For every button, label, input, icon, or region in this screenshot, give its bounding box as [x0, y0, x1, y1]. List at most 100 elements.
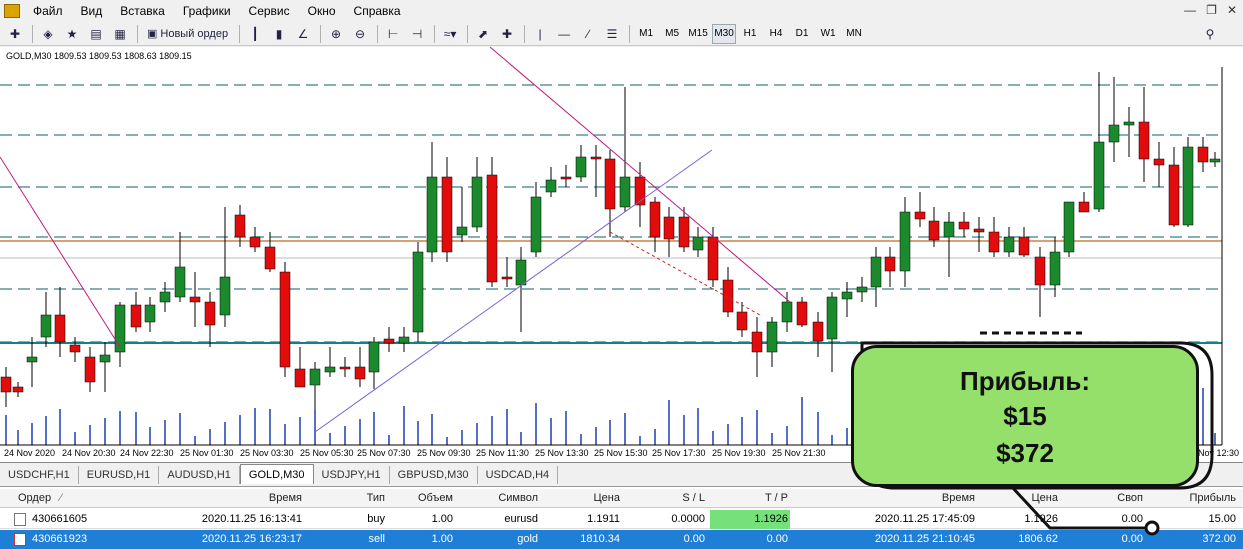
zoom-in-icon[interactable]: ⊕	[331, 26, 342, 41]
timeframe-h1[interactable]: H1	[743, 28, 757, 39]
col-profit[interactable]: Прибыль	[1189, 492, 1236, 504]
line-chart-icon[interactable]: ∠	[297, 26, 309, 41]
col-order[interactable]: Ордер	[18, 492, 52, 504]
candle-body	[692, 236, 704, 251]
tab-audusd-h1[interactable]: AUDUSD,H1	[159, 466, 240, 484]
col-price[interactable]: Цена	[593, 492, 620, 504]
menu-view[interactable]: Вид	[80, 4, 103, 18]
time-tick-label: 25 Nov 05:30	[300, 448, 354, 458]
indicators-icon[interactable]: ≈▾	[443, 26, 457, 41]
chart-shift-icon[interactable]: ⊢	[387, 26, 399, 41]
trendline-icon[interactable]: ∕	[587, 26, 590, 41]
candle-body	[114, 304, 126, 353]
candle-body	[707, 236, 719, 281]
candle-body	[751, 331, 763, 353]
tab-eurusd-h1[interactable]: EURUSD,H1	[79, 466, 160, 484]
candle-body	[354, 366, 366, 380]
col-volume[interactable]: Объем	[417, 492, 453, 504]
candle-body	[766, 321, 778, 353]
timeframe-d1[interactable]: D1	[795, 28, 809, 39]
buy-order-icon	[14, 513, 26, 526]
table-row[interactable]: 430661605 2020.11.25 16:13:41 buy 1.00 e…	[0, 510, 1243, 529]
candle-body	[781, 301, 793, 323]
candle-body	[144, 304, 156, 323]
menu-window[interactable]: Окно	[307, 4, 336, 18]
col-symbol[interactable]: Символ	[498, 492, 538, 504]
search-icon[interactable]: ⚲	[1205, 26, 1215, 41]
candle-body	[1153, 158, 1165, 166]
market-watch-icon[interactable]: ★	[66, 26, 78, 41]
open-time: 2020.11.25 16:23:17	[201, 533, 302, 545]
timeframe-m15[interactable]: M15	[688, 28, 708, 39]
col-time[interactable]: Время	[268, 492, 302, 504]
timeframe-mn[interactable]: MN	[846, 28, 862, 39]
new-chart-icon[interactable]: ✚	[9, 26, 21, 41]
candle-body	[678, 216, 690, 248]
tab-usdchf-h1[interactable]: USDCHF,H1	[0, 466, 79, 484]
candle-body	[560, 176, 572, 180]
candlestick-chart-icon[interactable]: ▮	[275, 26, 283, 41]
candle-body	[189, 296, 201, 303]
candle-body	[1063, 201, 1075, 253]
order-id: 430661923	[32, 533, 88, 545]
candle-body	[456, 226, 468, 236]
menu-tools[interactable]: Сервис	[248, 4, 290, 18]
table-row[interactable]: 430661923 2020.11.25 16:23:17 sell 1.00 …	[0, 530, 1243, 549]
timeframe-m1[interactable]: M1	[639, 28, 654, 39]
new-order-button[interactable]: ▣ Новый ордер	[142, 24, 233, 44]
minimize-icon[interactable]: —	[1184, 3, 1197, 17]
timeframe-m30[interactable]: M30	[712, 23, 737, 44]
horizontal-line-icon[interactable]: —	[558, 26, 571, 41]
cursor-icon[interactable]: ⬈	[478, 26, 489, 41]
time-tick-label: 25 Nov 19:30	[712, 448, 766, 458]
restore-icon[interactable]: ❐	[1206, 3, 1217, 17]
candle-body	[914, 211, 926, 220]
timeframe-h4[interactable]: H4	[769, 28, 783, 39]
bar-chart-icon[interactable]: ┃	[251, 26, 259, 41]
col-sl[interactable]: S / L	[682, 492, 705, 504]
chart-canvas[interactable]: 24 Nov 2020 24 Nov 20:30 24 Nov 22:30 25 No…	[0, 47, 1243, 463]
col-swap[interactable]: Своп	[1117, 492, 1143, 504]
candle-body	[1003, 236, 1015, 253]
price-chart[interactable]: 24 Nov 2020 24 Nov 20:30 24 Nov 22:30 25 No…	[0, 47, 1243, 463]
time-tick-label: 25 Nov 15:30	[594, 448, 648, 458]
col-tp[interactable]: T / P	[764, 492, 788, 504]
tab-gbpusd-m30[interactable]: GBPUSD,M30	[390, 466, 478, 484]
candle-body	[99, 354, 111, 363]
menu-help[interactable]: Справка	[353, 4, 401, 18]
col-type[interactable]: Тип	[366, 492, 385, 504]
autoscroll-icon[interactable]: ⊣	[411, 26, 423, 41]
candle-body	[383, 338, 395, 344]
tab-usdcad-h4[interactable]: USDCAD,H4	[478, 466, 559, 484]
candle-body	[604, 158, 616, 210]
tab-gold-m30[interactable]: GOLD,M30	[239, 464, 314, 484]
candle-body	[736, 311, 748, 331]
zoom-out-icon[interactable]: ⊖	[355, 26, 366, 41]
menu-file[interactable]: Файл	[33, 4, 63, 18]
candle-body	[264, 246, 276, 270]
profiles-icon[interactable]: ◈	[43, 26, 53, 41]
candle-body	[1182, 146, 1194, 226]
tab-usdjpy-h1[interactable]: USDJPY,H1	[314, 466, 390, 484]
candle-body	[988, 231, 1000, 253]
candle-body	[943, 221, 955, 238]
menu-charts[interactable]: Графики	[182, 4, 231, 18]
navigator-icon[interactable]: ▤	[90, 26, 102, 41]
col-close-time[interactable]: Время	[941, 492, 975, 504]
timeframe-w1[interactable]: W1	[820, 28, 836, 39]
new-order-label: Новый ордер	[160, 27, 229, 40]
order-type: buy	[367, 513, 385, 525]
candle-body	[174, 266, 186, 298]
crosshair-icon[interactable]: ✚	[502, 26, 513, 41]
col-close-price[interactable]: Цена	[1031, 492, 1058, 504]
candle-body	[130, 304, 142, 328]
vertical-line-icon[interactable]: |	[538, 26, 542, 41]
candle-body	[826, 296, 838, 340]
order-symbol: eurusd	[504, 513, 538, 525]
order-volume: 1.00	[431, 533, 453, 545]
fibonacci-icon[interactable]: ☰	[606, 26, 618, 41]
menu-insert[interactable]: Вставка	[120, 4, 165, 18]
timeframe-m5[interactable]: M5	[665, 28, 680, 39]
strategy-tester-icon[interactable]: ▦	[114, 26, 126, 41]
close-icon[interactable]: ✕	[1226, 3, 1237, 17]
